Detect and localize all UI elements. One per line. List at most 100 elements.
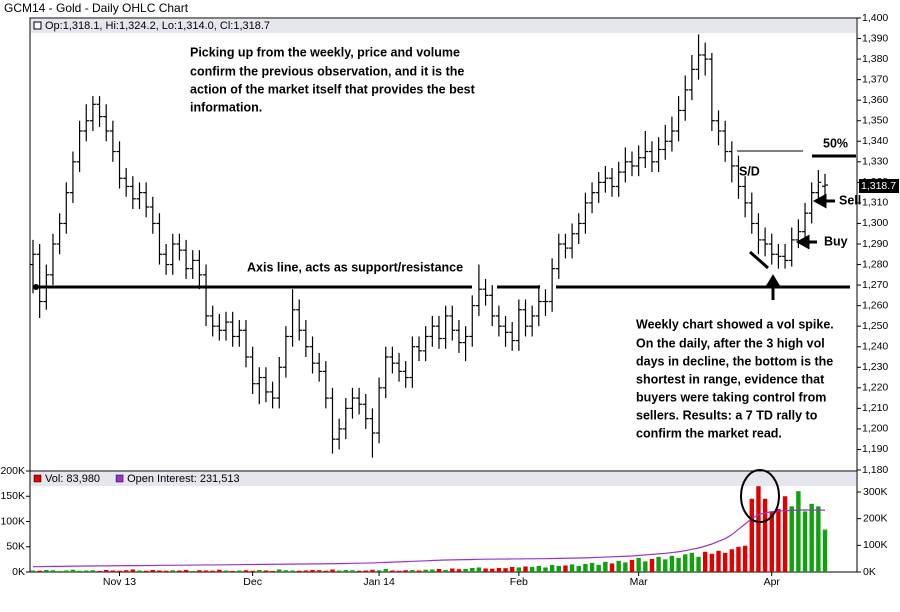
y2-tick-label: 200K [863,512,888,524]
x-tick-label: Mar [630,576,649,588]
volume-bar [822,529,828,572]
note-line: buyers were taking control from [636,390,826,404]
volume-bar [589,562,595,572]
volume-bar [490,568,495,572]
oi-line [33,509,826,568]
y-tick-label: 1,280 [862,258,888,270]
volume-bar [396,570,402,572]
note-line: Picking up from the weekly, price and vo… [190,45,460,59]
x-tick-label: Nov 13 [103,576,136,588]
legend-band [31,472,856,486]
y-tick-label: 1,220 [862,382,888,394]
volume-bar [356,570,362,572]
y-tick-label: 150K [0,490,25,502]
header-swatch [33,21,42,30]
y-tick-label: 1,340 [862,135,888,147]
y-tick-label: 1,180 [862,464,888,476]
volume-bar [70,569,76,572]
volume-bar [423,569,428,572]
volume-bar [809,503,814,572]
y-tick-label: 1,270 [862,279,888,291]
note-line: On the daily, after the 3 high vol [636,336,825,350]
volume-bar [496,567,502,572]
volume-bar [130,569,136,572]
volume-bar [716,550,721,572]
volume-bar [443,569,448,572]
volume-bar [64,570,69,572]
volume-bar [363,570,368,572]
volume-bar [403,570,408,572]
y-tick-label: 50K [6,541,25,553]
volume-bar [762,498,768,572]
volume-bar [150,569,155,572]
volume-bar [703,551,708,572]
volume-bar [629,559,635,572]
sd-note: S/D [739,164,760,178]
sell-arrow [812,193,835,209]
note-line: action of the market itself that provide… [190,82,476,96]
volume-bar [509,566,515,572]
volume-bar [97,570,102,572]
volume-bar [742,545,748,572]
volume-bar [543,567,548,572]
y-tick-label: 1,300 [862,217,888,229]
volume-bar [323,570,329,572]
y-tick-label: 1,380 [862,53,888,65]
volume-bar [636,557,641,572]
volume-bar [416,570,422,572]
volume-bar [436,568,442,572]
volume-bar [536,565,542,572]
volume-bar [643,561,648,572]
volume-bar [183,569,189,572]
volume-bar [30,570,36,572]
volume-bar [649,558,655,572]
volume-bar [316,570,322,572]
last-price: 1,318.7 [861,180,896,192]
sell-note: Sell [839,193,861,207]
volume-bar [749,498,754,572]
y-tick-label: 1,330 [862,156,888,168]
volume-bar [343,569,349,572]
volume-bar [776,508,781,572]
volume-bar [197,570,202,572]
volume-bar [736,546,741,572]
volume-bar [476,567,482,572]
volume-bar [430,569,435,572]
up-arrow [764,274,782,300]
volume-bar [177,570,182,572]
volume-bar [104,569,109,572]
volume-bar [117,570,122,572]
volume-bar [503,568,508,572]
y-tick-label: 200K [0,465,25,477]
volume-bar [569,564,575,572]
volume-bar [689,552,695,572]
header-band [31,19,856,33]
volume-bar [576,565,581,572]
volume-bar [77,570,82,572]
volume-bar [802,511,808,572]
note-line: confirm the previous observation, and it… [190,64,464,78]
price-panel [29,17,858,472]
axis-line-note: Axis line, acts as support/resistance [247,260,463,274]
volume-bar [782,496,788,572]
volume-bar [37,570,42,572]
volume-bar [483,568,488,572]
volume-bar [769,511,774,572]
volume-bar [257,569,262,572]
volume-bar [729,549,735,572]
chart-title: GCM14 - Gold - Daily OHLC Chart [4,1,189,15]
volume-bar [336,570,342,572]
last-price-box [859,179,899,193]
y-tick-label: 1,390 [862,32,888,44]
volume-bar [470,567,475,572]
volume-bar [50,570,56,572]
volume-bar [330,569,335,572]
volume-bar [623,562,628,572]
volume-bar [163,570,169,572]
volume-bar [250,570,255,572]
y-tick-label: 1,310 [862,197,888,209]
volume-bar [709,553,715,572]
volume-bar [170,570,175,572]
volume-bar [370,569,375,572]
